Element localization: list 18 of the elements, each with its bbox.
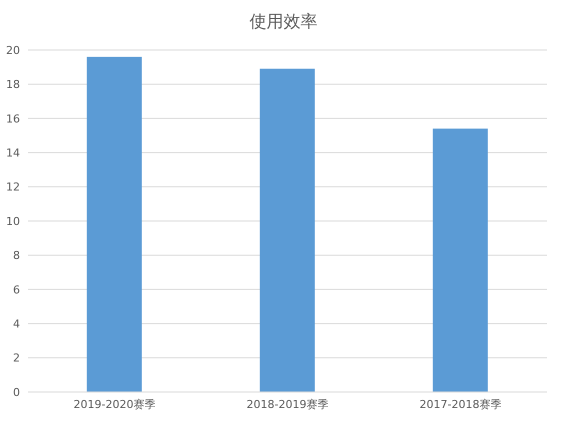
bar <box>86 56 142 392</box>
y-tick-label: 12 <box>6 180 20 194</box>
y-tick-label: 8 <box>13 249 20 262</box>
y-tick-label: 2 <box>13 352 20 365</box>
y-tick-label: 16 <box>6 112 20 126</box>
x-tick-label: 2018-2019赛季 <box>246 398 328 411</box>
chart-title: 使用效率 <box>248 11 318 33</box>
bar <box>432 128 488 392</box>
y-tick-label: 4 <box>13 318 20 331</box>
y-tick-label: 10 <box>6 214 20 228</box>
y-tick-label: 18 <box>6 78 20 92</box>
y-tick-label: 6 <box>13 283 20 296</box>
y-tick-label: 0 <box>13 386 20 399</box>
y-tick-label: 20 <box>6 44 20 57</box>
y-tick-label: 14 <box>6 146 20 160</box>
x-tick-label: 2019-2020赛季 <box>74 398 156 411</box>
x-tick-label: 2017-2018赛季 <box>420 398 502 411</box>
bar <box>260 68 315 392</box>
